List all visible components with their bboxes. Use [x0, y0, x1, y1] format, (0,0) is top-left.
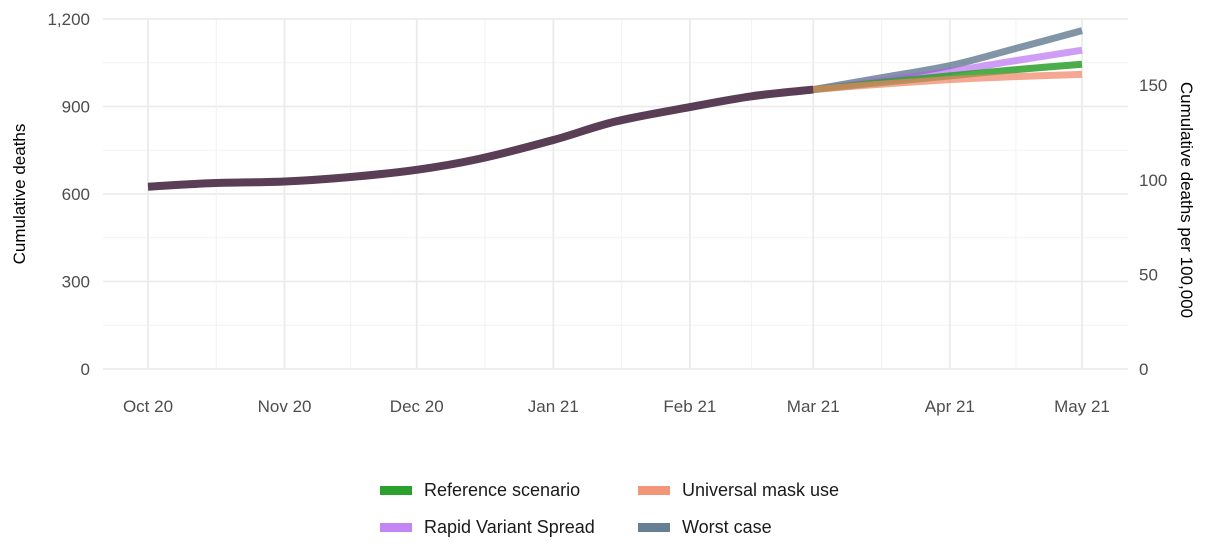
legend-label-variant: Rapid Variant Spread — [424, 517, 595, 537]
x-tick-label: Mar 21 — [787, 397, 840, 416]
x-tick-label: Nov 20 — [258, 397, 312, 416]
y-axis-right-ticks: 0 50 100 150 — [1139, 76, 1167, 379]
legend-label-reference: Reference scenario — [424, 480, 581, 500]
x-tick-label: Dec 20 — [390, 397, 444, 416]
legend-swatch-mask — [638, 486, 670, 495]
y-axis-label: Cumulative deaths — [10, 124, 29, 265]
x-tick-label: Oct 20 — [123, 397, 173, 416]
y-tick-label: 0 — [81, 360, 90, 379]
series-lines — [147, 27, 1083, 191]
y-tick-label: 1,200 — [47, 10, 90, 29]
series-line-universal-mask-use — [812, 70, 1083, 94]
y-tick-label: 300 — [62, 273, 90, 292]
x-tick-label: May 21 — [1054, 397, 1110, 416]
legend-item-reference: Reference scenario — [380, 480, 580, 501]
y-tick-label: 900 — [62, 98, 90, 117]
y-axis-ticks: 0 300 600 900 1,200 — [47, 10, 90, 379]
grid — [103, 18, 1128, 370]
y-tick-label: 600 — [62, 185, 90, 204]
series-line-history — [147, 85, 814, 191]
y-right-tick-label: 100 — [1139, 171, 1167, 190]
x-tick-label: Feb 21 — [663, 397, 716, 416]
x-tick-label: Apr 21 — [925, 397, 975, 416]
y-right-tick-label: 150 — [1139, 76, 1167, 95]
legend-item-worst: Worst case — [638, 517, 772, 538]
y-right-tick-label: 0 — [1139, 360, 1148, 379]
legend-item-variant: Rapid Variant Spread — [380, 517, 595, 538]
x-axis-ticks: Oct 20 Nov 20 Dec 20 Jan 21 Feb 21 Mar 21 Apr … — [123, 397, 1110, 416]
x-tick-label: Jan 21 — [528, 397, 579, 416]
y-right-tick-label: 50 — [1139, 265, 1158, 284]
legend-swatch-reference — [380, 486, 412, 495]
legend-item-mask: Universal mask use — [638, 480, 839, 501]
legend-swatch-worst — [638, 523, 670, 532]
legend-swatch-variant — [380, 523, 412, 532]
legend-label-mask: Universal mask use — [682, 480, 840, 500]
y-axis-right-label: Cumulative deaths per 100,000 — [1177, 82, 1196, 318]
legend-label-worst: Worst case — [682, 517, 772, 537]
